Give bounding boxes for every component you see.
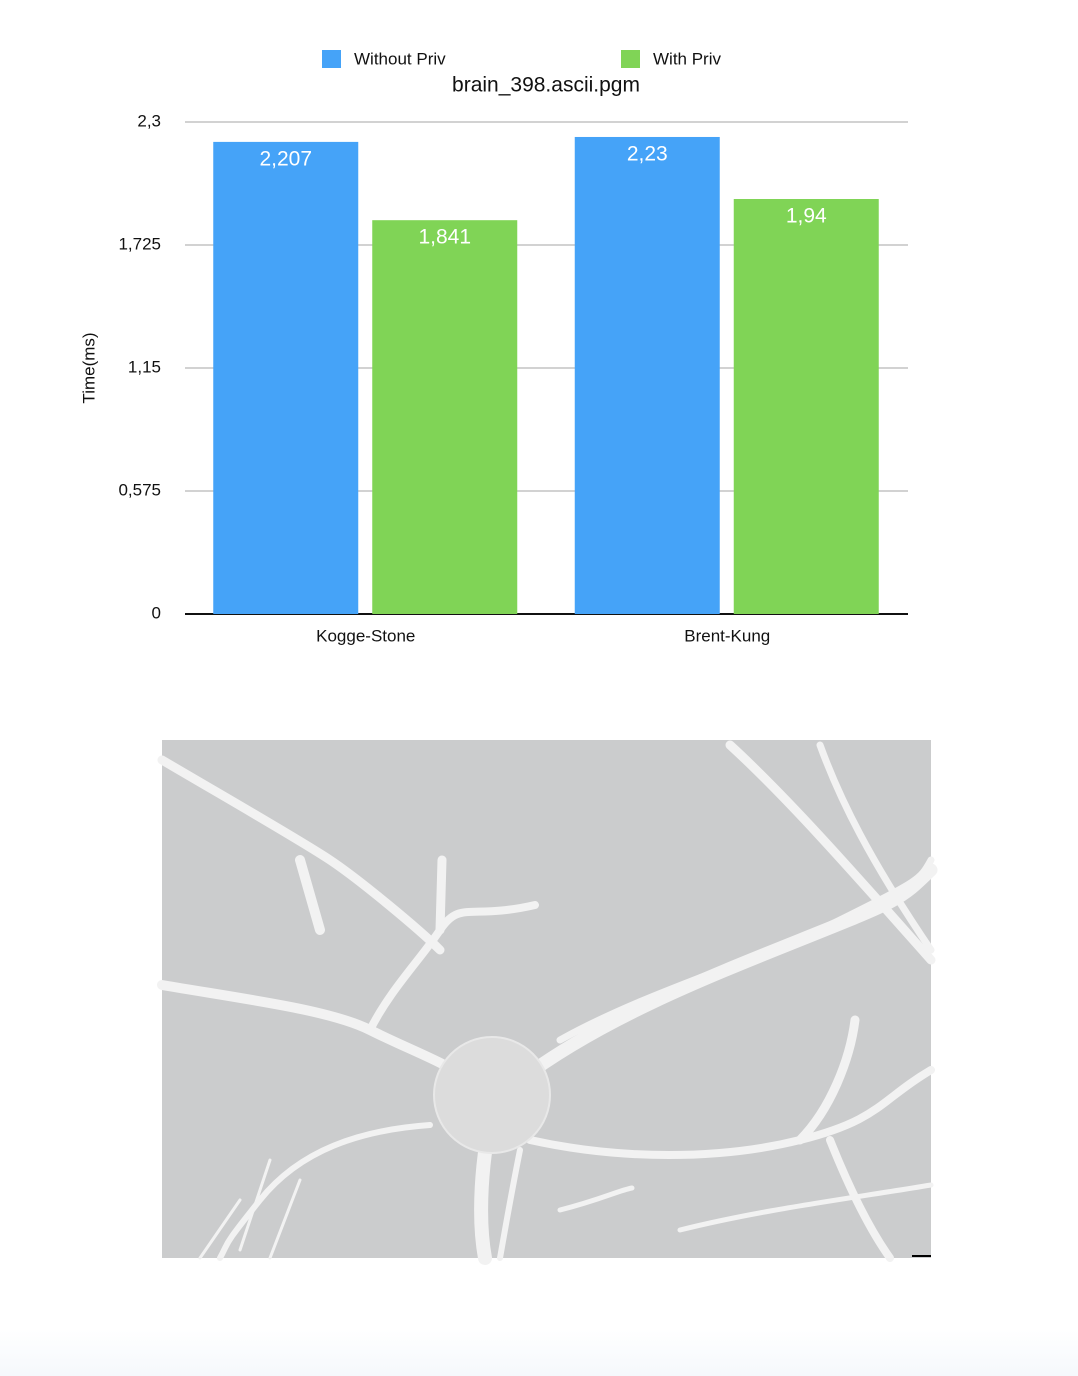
neuron-image xyxy=(157,740,938,1265)
legend-label: Without Priv xyxy=(354,49,446,68)
legend-swatch xyxy=(621,50,640,68)
x-tick-label: Kogge-Stone xyxy=(316,626,415,645)
y-axis-label: Time(ms) xyxy=(79,332,98,403)
y-tick-label: 1,725 xyxy=(118,234,161,253)
footer-band xyxy=(0,1330,1078,1376)
legend-label: With Priv xyxy=(653,49,722,68)
chart-title: brain_398.ascii.pgm xyxy=(452,74,640,97)
y-tick-label: 0 xyxy=(152,603,161,622)
value-label: 2,23 xyxy=(627,143,668,166)
value-label: 1,94 xyxy=(786,205,827,228)
bar xyxy=(372,220,518,614)
legend-swatch xyxy=(322,50,341,68)
y-tick-label: 0,575 xyxy=(118,480,161,499)
bar xyxy=(213,141,359,614)
bar xyxy=(733,199,879,614)
y-tick-label: 1,15 xyxy=(128,357,161,376)
value-label: 1,841 xyxy=(418,226,471,249)
y-tick-label: 2,3 xyxy=(137,111,161,130)
x-tick-label: Brent-Kung xyxy=(684,626,770,645)
bar xyxy=(574,136,720,614)
value-label: 2,207 xyxy=(259,147,312,170)
